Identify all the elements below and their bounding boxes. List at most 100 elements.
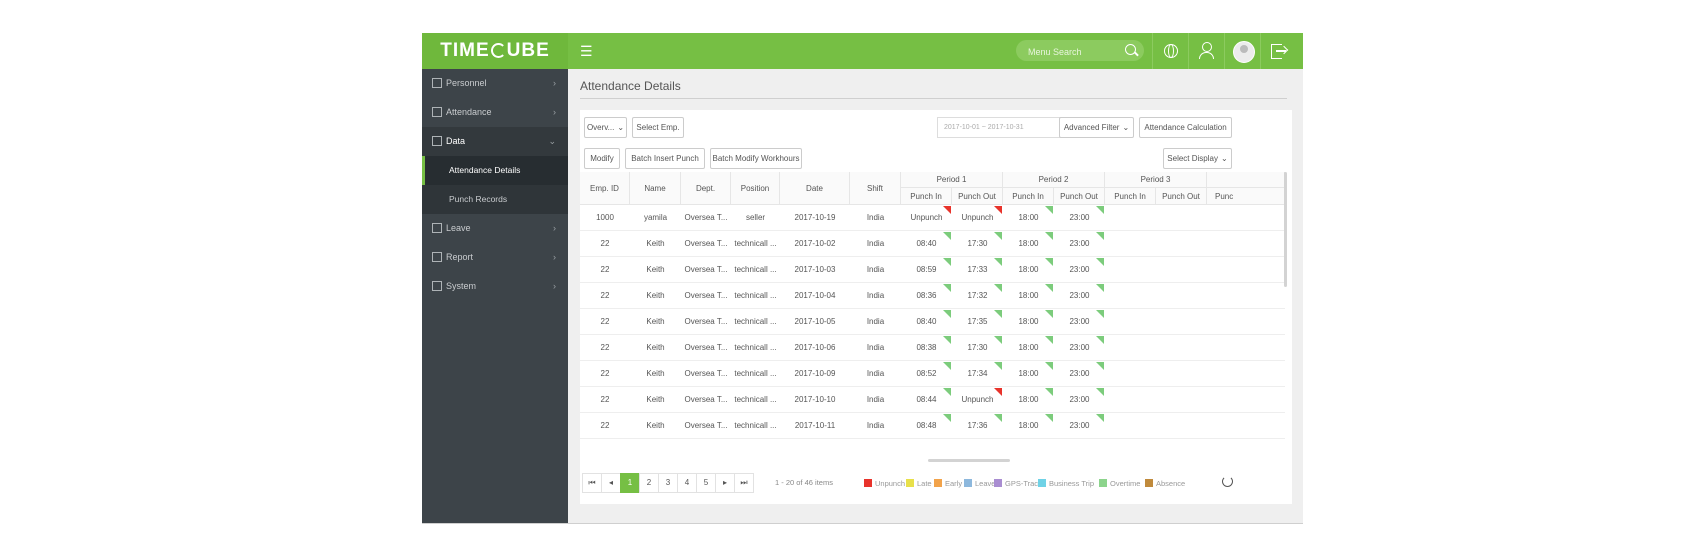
- page-4-button[interactable]: 4: [677, 473, 697, 493]
- user-settings-button[interactable]: [1188, 33, 1225, 69]
- table-cell: Keith: [646, 343, 665, 352]
- table-cell: technicall ...: [734, 369, 777, 378]
- normal-flag-icon: [943, 232, 951, 240]
- row-divider: [580, 308, 1285, 309]
- page-3-button[interactable]: 3: [658, 473, 678, 493]
- prev-page-button[interactable]: ◂: [601, 473, 621, 493]
- overview-dropdown[interactable]: Overv... ⌄: [584, 117, 627, 138]
- chevron-down-icon: ⌄: [548, 136, 556, 146]
- page-2-button[interactable]: 2: [639, 473, 659, 493]
- sidebar-item-data[interactable]: Data ⌄: [422, 127, 568, 156]
- report-icon: [432, 252, 442, 262]
- legend-swatch: [864, 479, 872, 487]
- menu-search[interactable]: [1016, 40, 1144, 61]
- table-cell: 17:30: [967, 239, 988, 248]
- table-cell: Keith: [646, 291, 665, 300]
- sidebar-item-system[interactable]: System ›: [422, 272, 568, 301]
- column-header[interactable]: Punch Out: [1156, 188, 1207, 205]
- column-header[interactable]: Punch Out: [1054, 188, 1105, 205]
- search-icon[interactable]: [1125, 44, 1136, 55]
- advanced-filter-dropdown[interactable]: Advanced Filter ⌄: [1059, 117, 1134, 138]
- sidebar-subitem-punch-records[interactable]: Punch Records: [422, 185, 568, 214]
- column-header[interactable]: Shift: [850, 172, 901, 205]
- logout-icon: [1271, 44, 1282, 59]
- hamburger-menu-icon[interactable]: ☰: [580, 43, 593, 59]
- globe-icon: [1164, 44, 1178, 58]
- row-divider: [580, 230, 1285, 231]
- sidebar-item-personnel[interactable]: Personnel ›: [422, 69, 568, 98]
- column-header[interactable]: Date: [780, 172, 850, 205]
- logout-button[interactable]: [1260, 33, 1297, 69]
- next-page-button[interactable]: ▸: [715, 473, 735, 493]
- attendance-calculation-button[interactable]: Attendance Calculation: [1139, 117, 1232, 138]
- page-1-button[interactable]: 1: [620, 473, 640, 493]
- attendance-panel: Overv... ⌄ Select Emp. 2017-10-01 ~ 2017-…: [580, 110, 1292, 504]
- column-header[interactable]: Name: [630, 172, 681, 205]
- normal-flag-icon: [994, 284, 1002, 292]
- normal-flag-icon: [943, 258, 951, 266]
- last-page-button[interactable]: ⏭: [734, 473, 754, 493]
- language-button[interactable]: [1152, 33, 1189, 69]
- normal-flag-icon: [943, 336, 951, 344]
- select-employee-button[interactable]: Select Emp.: [632, 117, 684, 138]
- modify-button[interactable]: Modify: [584, 148, 620, 169]
- table-cell: 17:36: [967, 421, 988, 430]
- normal-flag-icon: [994, 362, 1002, 370]
- column-header[interactable]: Punch In: [901, 188, 952, 205]
- table-cell: technicall ...: [734, 265, 777, 274]
- sidebar-subitem-attendance-details[interactable]: Attendance Details: [422, 156, 568, 185]
- page-title: Attendance Details: [580, 79, 681, 93]
- row-divider: [580, 360, 1285, 361]
- normal-flag-icon: [1096, 258, 1104, 266]
- column-header[interactable]: Position: [731, 172, 780, 205]
- pagination-range-text: 1 - 20 of 46 items: [775, 478, 833, 487]
- column-header[interactable]: Punch In: [1105, 188, 1156, 205]
- period-header: Period 2: [1003, 172, 1105, 188]
- column-header[interactable]: Dept.: [681, 172, 731, 205]
- table-cell: India: [866, 343, 885, 352]
- table-cell: 18:00: [1018, 369, 1039, 378]
- table-cell: technicall ...: [734, 239, 777, 248]
- column-header[interactable]: Punch In: [1003, 188, 1054, 205]
- clock-c-icon: [490, 43, 506, 58]
- table-cell: Oversea T...: [684, 213, 728, 222]
- table-cell: India: [866, 213, 885, 222]
- sidebar-item-attendance[interactable]: Attendance ›: [422, 98, 568, 127]
- avatar-button[interactable]: [1224, 33, 1261, 69]
- normal-flag-icon: [1045, 414, 1053, 422]
- table-cell: Keith: [646, 421, 665, 430]
- batch-insert-punch-button[interactable]: Batch Insert Punch: [625, 148, 705, 169]
- table-cell: Keith: [646, 265, 665, 274]
- page-5-button[interactable]: 5: [696, 473, 716, 493]
- column-header[interactable]: Punch Out: [952, 188, 1003, 205]
- table-cell: 18:00: [1018, 213, 1039, 222]
- menu-search-input[interactable]: [1026, 43, 1126, 60]
- select-display-dropdown[interactable]: Select Display ⌄: [1163, 148, 1232, 169]
- table-cell: 18:00: [1018, 343, 1039, 352]
- first-page-button[interactable]: ⏮: [582, 473, 602, 493]
- table-cell: Oversea T...: [684, 265, 728, 274]
- sidebar-item-leave[interactable]: Leave ›: [422, 214, 568, 243]
- table-cell: Unpunch: [910, 213, 943, 222]
- normal-flag-icon: [994, 414, 1002, 422]
- avatar: [1233, 41, 1255, 63]
- horizontal-scrollbar[interactable]: [928, 459, 1010, 462]
- table-cell: 22: [600, 343, 610, 352]
- batch-modify-workhours-button[interactable]: Batch Modify Workhours: [710, 148, 802, 169]
- column-header[interactable]: Emp. ID: [580, 172, 630, 205]
- table-cell: 22: [600, 265, 610, 274]
- table-cell: 18:00: [1018, 291, 1039, 300]
- table-cell: 08:38: [916, 343, 937, 352]
- normal-flag-icon: [1096, 284, 1104, 292]
- normal-flag-icon: [1096, 388, 1104, 396]
- normal-flag-icon: [994, 310, 1002, 318]
- vertical-scrollbar[interactable]: [1284, 172, 1287, 287]
- table-cell: India: [866, 395, 885, 404]
- table-cell: 22: [600, 291, 610, 300]
- table-cell: India: [866, 317, 885, 326]
- table-cell: 23:00: [1069, 265, 1090, 274]
- column-header[interactable]: Punc: [1207, 188, 1285, 205]
- legend-swatch: [934, 479, 942, 487]
- refresh-icon[interactable]: [1222, 476, 1233, 487]
- sidebar-item-report[interactable]: Report ›: [422, 243, 568, 272]
